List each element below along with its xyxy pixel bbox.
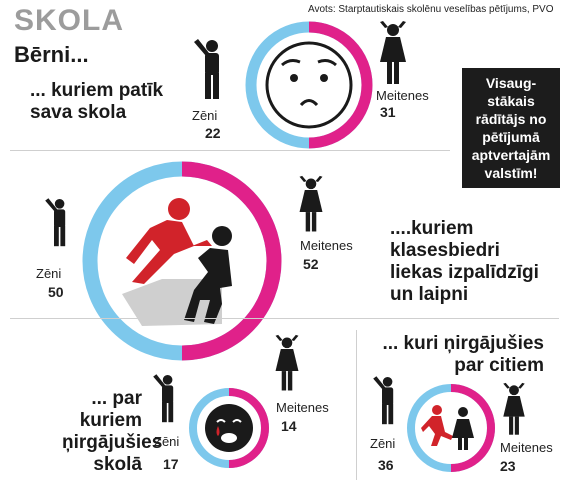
girls-value: 52 (303, 256, 319, 272)
boys-value: 17 (163, 456, 179, 472)
question-classmates-helpful: ....kuriem klasesbiedri liekas izpalīdzī… (390, 218, 539, 305)
boy-icon (45, 198, 66, 247)
divider (10, 318, 559, 319)
ring-bullied (189, 388, 269, 468)
girl-icon (275, 334, 299, 391)
girls-value: 31 (380, 104, 396, 120)
boys-label: Zēni (370, 436, 396, 451)
ring-classmates-helpful (82, 161, 282, 361)
highlight-note: Visaug- stākais rādītājs no pētījumā apt… (462, 68, 560, 188)
question-bullied-others: ... kuri ņirgājušies par citiem (382, 333, 544, 376)
girls-label: Meitenes (276, 400, 329, 415)
boys-label: Zēni (192, 108, 218, 123)
boys-value: 22 (205, 125, 221, 141)
subtitle: Bērni... (14, 42, 89, 67)
boy-icon (373, 376, 394, 425)
helping-hand-icon (122, 198, 232, 326)
boys-label: Zēni (36, 266, 62, 281)
girls-label: Meitenes (500, 440, 553, 455)
bully-kicking-icon (421, 405, 474, 450)
page-title: SKOLA (14, 4, 124, 37)
girls-value: 14 (281, 418, 297, 434)
boy-icon (153, 374, 174, 423)
boy-icon (194, 39, 219, 99)
question-likes-school: ... kuriem patīk sava skola (30, 80, 164, 123)
ring-likes-school (245, 21, 373, 149)
question-bullied: ... par kuriem ņirgājušies skolā (62, 388, 163, 475)
girl-icon (299, 175, 323, 232)
worried-face-icon (265, 41, 353, 129)
girl-icon (380, 21, 406, 84)
boys-value: 50 (48, 284, 64, 300)
ring-bullied-others (407, 384, 495, 472)
boys-label: Zēni (154, 434, 180, 449)
source-note: Avots: Starptautiskais skolēnu veselības… (308, 4, 554, 15)
boys-value: 36 (378, 457, 394, 473)
divider (10, 150, 450, 151)
girls-value: 23 (500, 458, 516, 474)
girls-label: Meitenes (376, 88, 429, 103)
girl-icon (503, 382, 525, 435)
crying-face-icon (205, 404, 253, 452)
divider (356, 330, 357, 480)
girls-label: Meitenes (300, 238, 353, 253)
